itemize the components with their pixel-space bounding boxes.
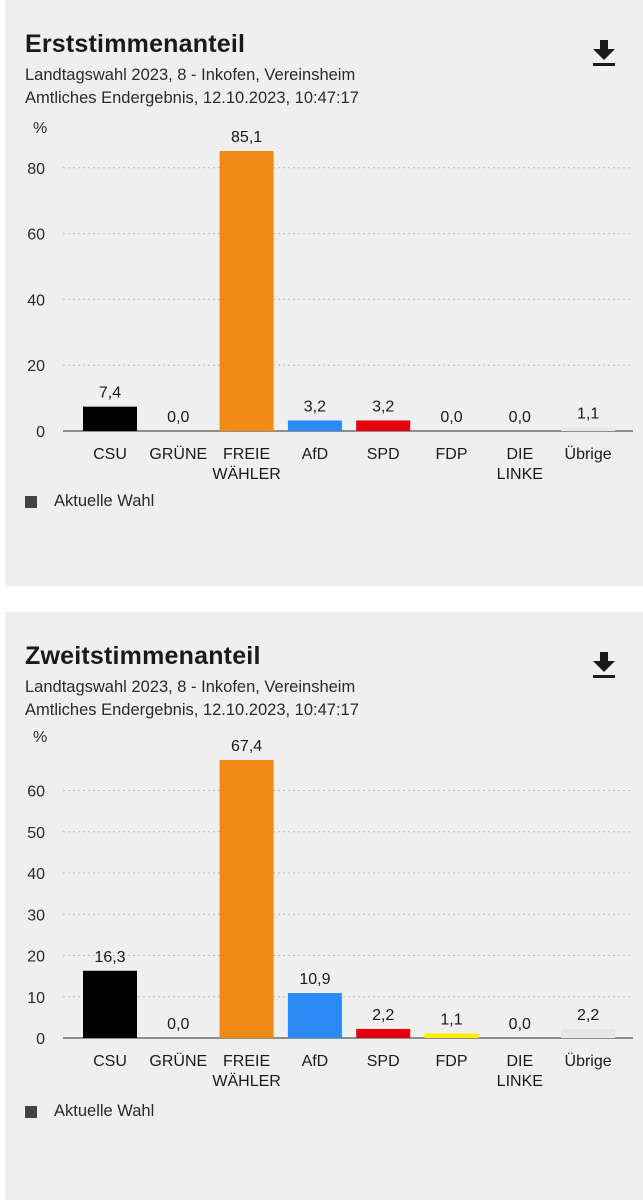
bar xyxy=(287,993,342,1038)
chart-title: Zweitstimmenanteil xyxy=(25,642,261,670)
erststimmen-card: Erststimmenanteil Landtagswahl 2023, 8 -… xyxy=(5,0,643,586)
data-label: 1,1 xyxy=(440,1011,462,1028)
bar xyxy=(287,420,342,431)
x-tick-label: FDP xyxy=(436,446,468,463)
y-tick-label: 60 xyxy=(27,784,45,801)
x-tick-label: AfD xyxy=(302,1053,329,1070)
bar xyxy=(219,151,274,431)
bar-chart: % 0 10 20 30 40 50 60 16,3 CSU 0,0 GRÜNE 67,4 FREIE WÄ… xyxy=(27,729,633,1090)
y-tick-label: 40 xyxy=(27,866,45,883)
chart-legend: Aktuelle Wahl xyxy=(25,1102,154,1121)
data-label: 0,0 xyxy=(440,409,462,426)
legend-swatch xyxy=(25,495,37,508)
x-tick-label: FREIE xyxy=(223,446,270,463)
data-label: 67,4 xyxy=(231,738,262,755)
legend-swatch xyxy=(25,1105,37,1118)
data-label: 0,0 xyxy=(509,409,531,426)
bar xyxy=(424,1033,479,1038)
x-tick-label: Übrige xyxy=(565,1052,612,1070)
x-tick-label: Übrige xyxy=(565,445,612,463)
download-icon[interactable] xyxy=(590,38,618,68)
chart-subtitle-status: Amtliches Endergebnis, 12.10.2023, 10:47… xyxy=(25,701,359,719)
bar xyxy=(83,406,137,431)
data-label: 0,0 xyxy=(509,1016,531,1033)
bar xyxy=(83,970,137,1038)
data-label: 2,2 xyxy=(372,1007,394,1024)
data-label: 2,2 xyxy=(577,1007,599,1024)
x-tick-label: LINKE xyxy=(497,466,543,483)
data-label: 0,0 xyxy=(167,409,189,426)
x-tick-label: WÄHLER xyxy=(212,465,280,483)
y-tick-label: 50 xyxy=(27,825,45,842)
y-tick-label: 20 xyxy=(27,358,45,375)
x-tick-label: GRÜNE xyxy=(149,445,207,463)
legend-label: Aktuelle Wahl xyxy=(54,492,155,510)
x-tick-label: AfD xyxy=(302,446,329,463)
x-tick-label: SPD xyxy=(367,1053,400,1070)
y-tick-label: 30 xyxy=(27,907,45,924)
y-tick-label: 80 xyxy=(27,161,45,178)
data-label: 16,3 xyxy=(94,949,125,966)
data-label: 7,4 xyxy=(99,385,121,402)
data-label: 1,1 xyxy=(577,405,599,422)
y-axis-unit: % xyxy=(33,120,47,137)
x-tick-label: WÄHLER xyxy=(212,1072,280,1090)
x-tick-label: FREIE xyxy=(223,1053,270,1070)
y-axis-unit: % xyxy=(33,729,47,746)
data-label: 3,2 xyxy=(304,398,326,415)
x-tick-label: CSU xyxy=(93,1053,127,1070)
x-tick-label: SPD xyxy=(367,446,400,463)
chart-subtitle-status: Amtliches Endergebnis, 12.10.2023, 10:47… xyxy=(25,89,359,107)
data-label: 3,2 xyxy=(372,398,394,415)
x-tick-label: LINKE xyxy=(497,1073,543,1090)
bar xyxy=(561,427,616,431)
x-tick-label: GRÜNE xyxy=(149,1052,207,1070)
download-icon[interactable] xyxy=(590,650,618,680)
data-label: 0,0 xyxy=(167,1016,189,1033)
bar xyxy=(561,1028,616,1038)
bar xyxy=(356,420,411,431)
y-tick-label: 20 xyxy=(27,949,45,966)
data-label: 85,1 xyxy=(231,129,262,146)
y-tick-label: 60 xyxy=(27,227,45,244)
chart-legend: Aktuelle Wahl xyxy=(25,492,154,511)
chart-title: Erststimmenanteil xyxy=(25,30,246,58)
bar-chart: % 0 20 40 60 80 7,4 CSU 0,0 GRÜNE 85,1 FREIE WÄHLER 3… xyxy=(27,120,633,483)
zweitstimmen-card: Zweitstimmenanteil Landtagswahl 2023, 8 … xyxy=(5,612,643,1200)
legend-label: Aktuelle Wahl xyxy=(54,1102,155,1120)
x-tick-label: FDP xyxy=(436,1053,468,1070)
chart-subtitle-election: Landtagswahl 2023, 8 - Inkofen, Vereinsh… xyxy=(25,678,356,696)
x-tick-label: DIE xyxy=(506,446,533,463)
x-tick-label: CSU xyxy=(93,446,127,463)
bar xyxy=(219,760,274,1038)
y-tick-label: 0 xyxy=(36,1031,45,1048)
y-tick-label: 40 xyxy=(27,292,45,309)
y-tick-label: 10 xyxy=(27,990,45,1007)
bar xyxy=(356,1028,411,1038)
y-tick-label: 0 xyxy=(36,424,45,441)
chart-subtitle-election: Landtagswahl 2023, 8 - Inkofen, Vereinsh… xyxy=(25,66,356,84)
data-label: 10,9 xyxy=(299,971,330,988)
x-tick-label: DIE xyxy=(506,1053,533,1070)
